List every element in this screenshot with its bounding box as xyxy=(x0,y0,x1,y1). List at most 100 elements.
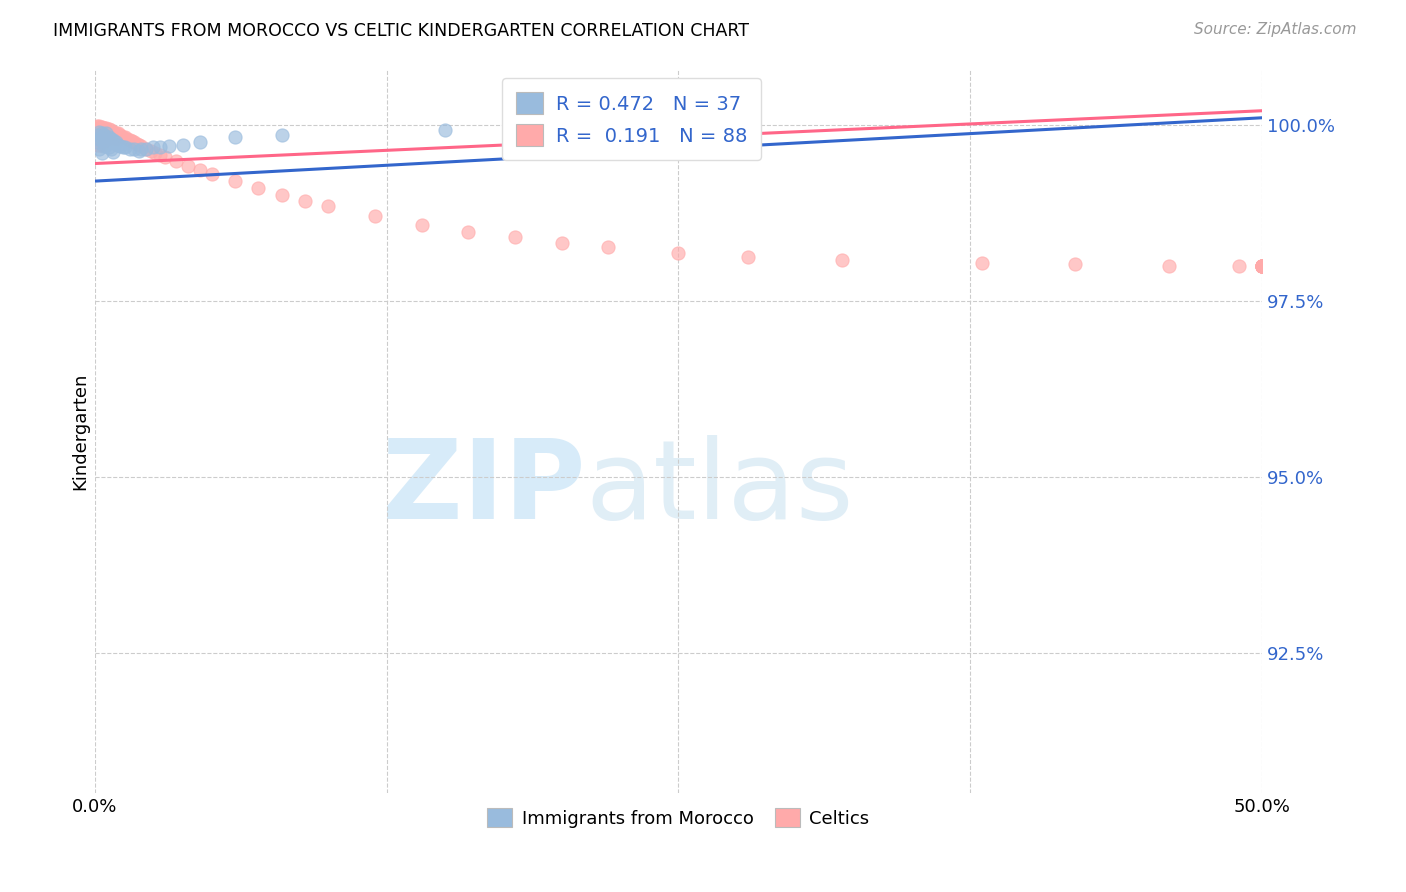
Point xyxy=(89,137,111,152)
Point xyxy=(1251,259,1274,273)
Point xyxy=(598,240,620,254)
Point xyxy=(86,128,108,143)
Point xyxy=(103,129,125,144)
Point xyxy=(159,139,181,153)
Point xyxy=(90,133,112,147)
Point xyxy=(1251,259,1274,273)
Text: atlas: atlas xyxy=(585,435,853,542)
Point xyxy=(89,125,111,139)
Point xyxy=(433,123,456,137)
Point xyxy=(90,137,112,152)
Point xyxy=(86,133,108,147)
Point xyxy=(166,154,188,169)
Point xyxy=(188,136,211,150)
Point xyxy=(118,143,141,157)
Point xyxy=(114,130,136,145)
Point xyxy=(737,120,759,134)
Point xyxy=(111,129,134,144)
Point xyxy=(97,122,120,136)
Point xyxy=(128,138,150,153)
Point xyxy=(737,250,759,264)
Point xyxy=(149,148,172,162)
Point xyxy=(90,122,112,136)
Point xyxy=(103,133,125,147)
Point xyxy=(100,123,122,137)
Point xyxy=(107,126,129,140)
Point xyxy=(100,127,122,141)
Point xyxy=(107,132,129,146)
Point xyxy=(86,137,108,152)
Point xyxy=(100,132,122,146)
Point xyxy=(96,124,118,138)
Point xyxy=(93,126,115,140)
Point xyxy=(831,252,853,267)
Point xyxy=(103,125,125,139)
Point xyxy=(86,120,108,134)
Point xyxy=(86,136,108,150)
Point xyxy=(93,134,115,148)
Point xyxy=(173,137,195,152)
Point xyxy=(90,128,112,143)
Y-axis label: Kindergarten: Kindergarten xyxy=(72,372,89,490)
Legend: Immigrants from Morocco, Celtics: Immigrants from Morocco, Celtics xyxy=(479,801,877,835)
Text: Source: ZipAtlas.com: Source: ZipAtlas.com xyxy=(1194,22,1357,37)
Point xyxy=(1064,257,1087,271)
Point xyxy=(149,140,172,154)
Point xyxy=(86,121,108,136)
Point xyxy=(111,140,134,154)
Point xyxy=(96,126,118,140)
Point xyxy=(86,130,108,145)
Point xyxy=(100,143,122,157)
Point xyxy=(96,137,118,152)
Point xyxy=(90,126,112,140)
Point xyxy=(90,145,112,160)
Point xyxy=(135,142,157,156)
Point xyxy=(503,230,526,244)
Point xyxy=(124,143,146,157)
Point xyxy=(110,128,132,143)
Point xyxy=(100,132,122,146)
Point xyxy=(550,235,572,250)
Point xyxy=(89,132,111,146)
Point xyxy=(124,136,146,150)
Point xyxy=(142,140,165,154)
Point xyxy=(117,132,139,146)
Point xyxy=(104,126,127,140)
Point xyxy=(103,145,125,159)
Point xyxy=(294,194,316,208)
Point xyxy=(89,125,111,139)
Point xyxy=(135,143,157,157)
Point xyxy=(107,137,129,152)
Point xyxy=(457,225,479,239)
Point xyxy=(96,121,118,136)
Point xyxy=(93,128,115,143)
Point xyxy=(93,123,115,137)
Point xyxy=(128,144,150,158)
Point xyxy=(1157,259,1180,273)
Point xyxy=(224,130,246,145)
Point xyxy=(131,143,153,157)
Point xyxy=(139,144,162,158)
Point xyxy=(86,128,108,143)
Point xyxy=(1251,259,1274,273)
Point xyxy=(1251,259,1274,273)
Point xyxy=(96,128,118,142)
Point xyxy=(118,133,141,147)
Point xyxy=(970,256,993,270)
Point xyxy=(86,123,108,137)
Point xyxy=(200,167,222,181)
Text: IMMIGRANTS FROM MOROCCO VS CELTIC KINDERGARTEN CORRELATION CHART: IMMIGRANTS FROM MOROCCO VS CELTIC KINDER… xyxy=(53,22,749,40)
Point xyxy=(177,159,200,173)
Point xyxy=(1251,259,1274,273)
Point xyxy=(411,218,433,232)
Point xyxy=(1251,259,1274,273)
Point xyxy=(96,132,118,146)
Point xyxy=(125,136,148,151)
Point xyxy=(224,174,246,188)
Point xyxy=(145,145,167,160)
Point xyxy=(90,126,112,140)
Point xyxy=(104,136,127,150)
Point xyxy=(93,120,115,135)
Point xyxy=(90,120,112,134)
Point xyxy=(121,134,143,148)
